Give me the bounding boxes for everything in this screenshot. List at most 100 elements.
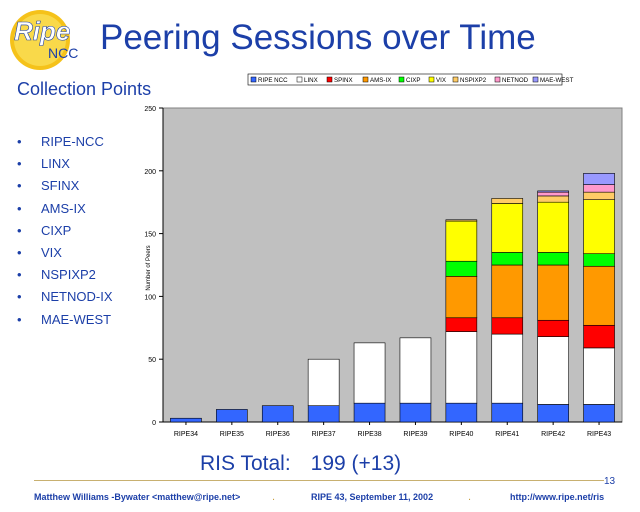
bar-segment xyxy=(170,417,202,423)
list-item: • SFINX xyxy=(17,178,80,194)
legend-swatch xyxy=(326,76,333,83)
bar-segment xyxy=(399,337,432,404)
ris-total-label: RIS Total: xyxy=(200,452,291,475)
bar-segment xyxy=(491,264,524,319)
legend-swatch xyxy=(250,76,257,83)
y-axis-label: Number of Peers xyxy=(146,245,152,290)
x-tick-label: RIPE36 xyxy=(266,431,290,438)
bar-segment xyxy=(537,201,569,253)
bar-segment xyxy=(445,402,478,423)
ris-total-value: 199 (+13) xyxy=(310,452,402,475)
legend-entry: AMS-IX xyxy=(370,77,391,84)
legend-entry: VIX xyxy=(436,77,446,84)
legend-entry: SPINX xyxy=(334,77,353,84)
bar-segment xyxy=(537,336,569,405)
bar-segment xyxy=(537,252,569,266)
bar-segment xyxy=(307,405,340,423)
footer-separator: . xyxy=(468,491,472,503)
bar-segment xyxy=(537,319,569,337)
x-tick-label: RIPE41 xyxy=(495,431,519,438)
slide-number: 13 xyxy=(604,476,616,487)
bar-segment xyxy=(583,184,615,193)
collection-points-list: • RIPE-NCC • LINX • SFINX • AMS-IX • CIXP • VI… xyxy=(17,131,113,331)
x-tick-label: RIPE34 xyxy=(174,431,198,438)
footer-event: RIPE 43, September 11, 2002 xyxy=(311,492,434,502)
legend-entry: NSPIXP2 xyxy=(460,77,487,84)
logo-text-ncc: NCC xyxy=(48,45,78,61)
logo-text-ripe: Ripe xyxy=(14,16,70,46)
bar-segment xyxy=(353,402,386,423)
ris-total: RIS Total: 199 (+13) xyxy=(200,452,401,476)
list-item: • CIXP xyxy=(17,222,72,238)
x-tick-label: RIPE35 xyxy=(220,431,244,438)
bar-segment xyxy=(353,342,386,404)
bar-segment xyxy=(445,317,478,332)
bar-segment xyxy=(537,264,569,321)
legend-swatch xyxy=(452,76,459,83)
legend-swatch xyxy=(532,76,539,83)
bar-segment xyxy=(583,265,615,326)
bar-segment xyxy=(583,324,615,349)
bar-segment xyxy=(399,402,432,423)
bar-segment xyxy=(445,219,478,222)
y-tick-label: 100 xyxy=(144,294,156,301)
footer-url: http://www.ripe.net/ris xyxy=(510,492,605,502)
bar-segment xyxy=(216,409,248,423)
legend-entry: LINX xyxy=(304,77,318,84)
legend xyxy=(247,73,563,86)
bar-segment xyxy=(537,191,569,197)
bar-segment xyxy=(445,220,478,262)
bar-segment xyxy=(583,347,615,405)
footer-separator: . xyxy=(272,491,276,503)
bar-segment xyxy=(445,331,478,404)
bar-segment xyxy=(491,203,524,253)
bar-segment xyxy=(537,195,569,203)
bar-segment xyxy=(537,404,569,423)
y-tick-label: 0 xyxy=(152,420,156,427)
bar-segment xyxy=(445,260,478,277)
list-item: • NETNOD-IX xyxy=(17,289,113,305)
bar-segment xyxy=(491,317,524,335)
list-item: • LINX xyxy=(17,156,70,172)
bar-segment xyxy=(583,404,615,423)
bar-segment xyxy=(491,333,524,404)
bar-segment xyxy=(491,402,524,423)
bar-segment xyxy=(537,190,569,193)
legend-entry: NETNOD xyxy=(502,77,529,84)
x-tick-label: RIPE39 xyxy=(403,431,427,438)
x-tick-label: RIPE42 xyxy=(541,431,565,438)
legend-entry: CIXP xyxy=(406,77,420,84)
legend-swatch xyxy=(362,76,369,83)
list-item: • MAE-WEST xyxy=(17,311,112,327)
footer-divider xyxy=(34,480,604,481)
y-tick-label: 50 xyxy=(148,357,156,364)
bar-segment xyxy=(307,358,340,406)
legend-swatch xyxy=(428,76,435,83)
x-tick-label: RIPE38 xyxy=(357,431,381,438)
x-tick-label: RIPE37 xyxy=(312,431,336,438)
bar-segment xyxy=(583,173,615,185)
list-item: • AMS-IX xyxy=(17,200,86,216)
legend-entry: RIPE NCC xyxy=(258,77,288,84)
bar-segment xyxy=(445,276,478,319)
slide-title: Peering Sessions over Time xyxy=(100,18,536,57)
x-tick-label: RIPE40 xyxy=(449,431,473,438)
ripe-ncc-logo: Ripe NCC xyxy=(10,10,78,70)
legend-swatch xyxy=(296,76,303,83)
bar-segment xyxy=(261,405,294,423)
footer-author: Matthew Williams -Bywater <matthew@ripe.… xyxy=(34,492,241,502)
y-tick-label: 150 xyxy=(144,232,156,239)
bar-segment xyxy=(583,199,615,254)
y-tick-label: 200 xyxy=(144,169,156,176)
y-tick-label: 250 xyxy=(144,106,156,113)
legend-swatch xyxy=(494,76,501,83)
bar-segment xyxy=(491,198,524,204)
x-tick-label: RIPE43 xyxy=(587,431,611,438)
list-item: • VIX xyxy=(17,244,62,260)
list-item: • RIPE-NCC xyxy=(17,134,104,149)
legend-entry: MAE-WEST xyxy=(540,77,574,84)
collection-points-heading: Collection Points xyxy=(17,79,152,99)
legend-swatch xyxy=(398,76,405,83)
bar-segment xyxy=(491,252,524,266)
list-item: • NSPIXP2 xyxy=(17,267,96,283)
